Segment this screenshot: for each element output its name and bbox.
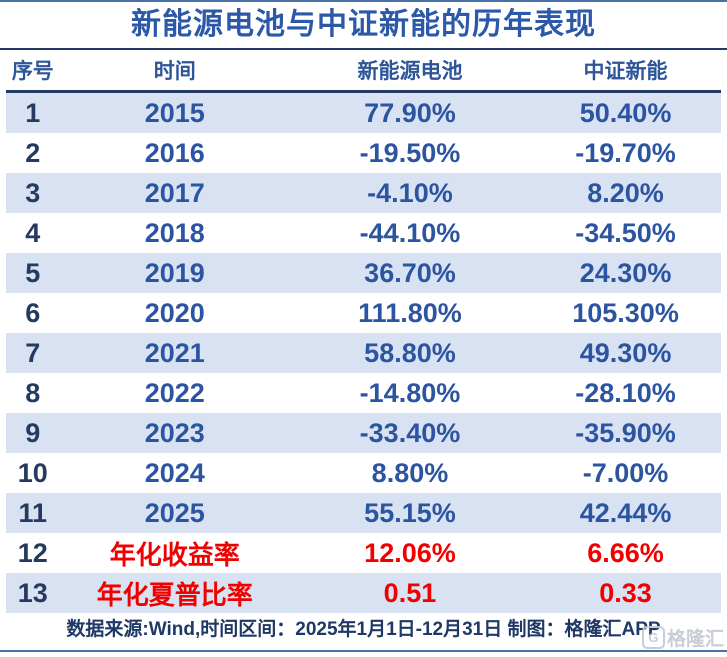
table-row: 6 2020 111.80% 105.30% [6,293,721,333]
cell-index: 12 [17,537,48,568]
cell-battery: 36.70% [364,257,456,288]
table-row: 13 年化夏普比率 0.51 0.33 [6,573,721,613]
table-row: 8 2022 -14.80% -28.10% [6,373,721,413]
cell-csi: 42.44% [579,497,672,528]
cell-csi: 49.30% [579,337,672,368]
cell-period: 2023 [144,417,205,448]
table-row: 3 2017 -4.10% 8.20% [6,173,721,213]
cell-battery: 8.80% [371,457,449,488]
table-row: 10 2024 8.80% -7.00% [6,453,721,493]
cell-index: 11 [18,497,48,528]
cell-battery: -44.10% [359,217,461,248]
cell-period: 2015 [144,97,205,128]
cell-index: 8 [25,377,41,408]
table-row: 12 年化收益率 12.06% 6.66% [6,533,721,573]
cell-csi: -35.90% [575,417,676,448]
cell-period: 2021 [144,337,205,368]
cell-index: 6 [25,297,41,328]
col-header-index: 序号 [6,50,60,93]
cell-battery: 77.90% [364,97,456,128]
cell-battery: 12.06% [364,537,456,568]
col-header-period: 时间 [59,50,290,93]
cell-index: 4 [25,217,41,248]
table-header-row: 序号 时间 新能源电池 中证新能 [6,50,721,93]
table-row: 7 2021 58.80% 49.30% [6,333,721,373]
cell-index: 13 [17,577,48,608]
cell-csi: -28.10% [575,377,676,408]
cell-csi: 0.33 [599,577,652,608]
cell-csi: -34.50% [575,217,676,248]
cell-index: 2 [25,137,41,168]
cell-period: 2019 [144,257,205,288]
table-row: 4 2018 -44.10% -34.50% [6,213,721,253]
gelonghui-logo-icon: G [641,626,665,649]
cell-index: 10 [17,457,48,488]
cell-csi: 50.40% [579,97,672,128]
cell-period: 2020 [144,297,205,328]
cell-battery: 111.80% [358,297,462,328]
table-row: 1 2015 77.90% 50.40% [6,91,721,133]
table-row: 5 2019 36.70% 24.30% [6,253,721,293]
cell-period: 2017 [144,177,205,208]
table-row: 9 2023 -33.40% -35.90% [6,413,721,453]
cell-period: 2025 [144,497,205,528]
cell-period: 2018 [144,217,205,248]
table-row: 11 2025 55.15% 42.44% [6,493,721,533]
cell-period: 2022 [144,377,205,408]
cell-period: 年化夏普比率 [96,579,253,610]
cell-csi: 6.66% [587,537,664,568]
page-title: 新能源电池与中证新能的历年表现 [131,8,596,41]
cell-csi: 24.30% [579,257,672,288]
title-divider [0,48,727,50]
col-header-battery: 新能源电池 [289,50,531,93]
top-frame-line [0,0,727,2]
cell-index: 9 [25,417,41,448]
cell-csi: 105.30% [572,297,679,328]
cell-battery: -19.50% [359,137,461,168]
gelonghui-watermark: G 格隆汇 [641,624,724,651]
cell-csi: -19.70% [575,137,676,168]
cell-period: 2016 [144,137,205,168]
performance-table: 序号 时间 新能源电池 中证新能 1 2015 77.90% 50.40% 2 … [6,50,721,613]
cell-battery: 58.80% [364,337,456,368]
cell-battery: 0.51 [383,577,437,608]
source-note: 数据来源:Wind,时间区间：2025年1月1日-12月31日 制图：格隆汇AP… [66,619,661,640]
table-body: 1 2015 77.90% 50.40% 2 2016 -19.50% -19.… [6,91,721,613]
cell-csi: -7.00% [582,457,669,488]
cell-battery: -14.80% [359,377,461,408]
cell-battery: 55.15% [364,497,456,528]
watermark-text: 格隆汇 [666,629,724,650]
cell-index: 1 [25,97,41,128]
cell-csi: 8.20% [587,177,664,208]
col-header-csi: 中证新能 [530,50,721,93]
cell-battery: -4.10% [367,177,453,208]
cell-period: 年化收益率 [109,539,240,570]
bottom-frame-line [0,650,727,652]
cell-index: 7 [25,337,41,368]
table-row: 2 2016 -19.50% -19.70% [6,133,721,173]
cell-battery: -33.40% [359,417,461,448]
cell-index: 5 [25,257,41,288]
cell-index: 3 [25,177,41,208]
cell-period: 2024 [144,457,205,488]
